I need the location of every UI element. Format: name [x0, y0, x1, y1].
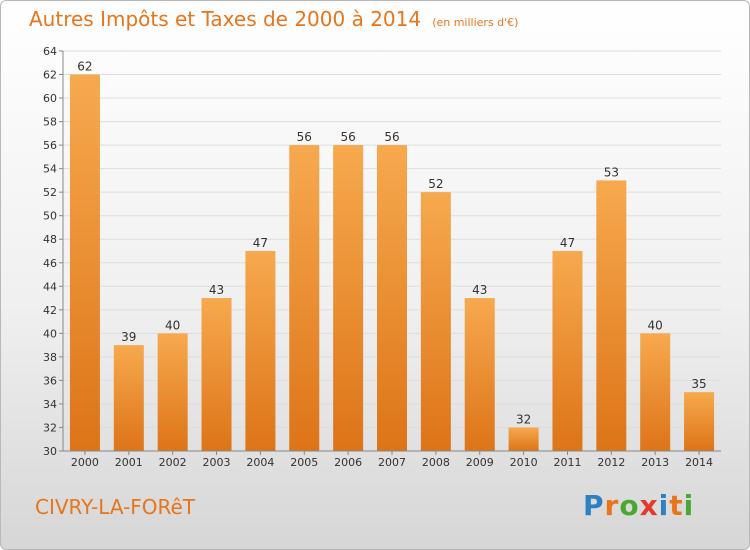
bar: [201, 298, 232, 451]
x-tick-label: 2004: [246, 456, 274, 469]
data-label: 56: [384, 130, 399, 144]
y-tick-label: 32: [43, 421, 57, 434]
y-tick-label: 44: [43, 280, 57, 293]
data-label: 47: [560, 236, 575, 250]
chart-subtitle: (en milliers d'€): [432, 16, 519, 29]
x-tick-label: 2001: [115, 456, 143, 469]
bar: [684, 392, 715, 451]
logo-letter: i: [658, 489, 670, 522]
bar: [464, 298, 495, 451]
proxiti-logo: Proxiti: [583, 489, 694, 522]
data-label: 40: [165, 318, 180, 332]
y-tick-label: 62: [43, 69, 57, 82]
data-label: 39: [121, 330, 136, 344]
y-tick-label: 54: [43, 163, 57, 176]
data-label: 43: [209, 283, 224, 297]
x-tick-label: 2009: [466, 456, 494, 469]
x-tick-label: 2013: [641, 456, 669, 469]
y-tick-label: 38: [43, 351, 57, 364]
y-tick-label: 42: [43, 304, 57, 317]
logo-letter: P: [583, 489, 605, 522]
y-tick-label: 34: [43, 398, 57, 411]
title-block: Autres Impôts et Taxes de 2000 à 2014 (e…: [29, 7, 518, 31]
bar: [640, 333, 671, 451]
data-label: 43: [472, 283, 487, 297]
y-tick-label: 36: [43, 374, 57, 387]
bars: [69, 74, 715, 452]
y-tick-label: 58: [43, 116, 57, 129]
data-label: 52: [428, 177, 443, 191]
value-labels: 62 39 40 43 47 56 56 56 52 43 32 47 53 40 35: [77, 60, 706, 427]
y-tick-label: 40: [43, 327, 57, 340]
bar: [157, 333, 188, 451]
data-label: 56: [340, 130, 355, 144]
y-tick-label: 52: [43, 186, 57, 199]
chart-title: Autres Impôts et Taxes de 2000 à 2014: [29, 7, 422, 31]
x-tick-label: 2007: [378, 456, 406, 469]
bar: [69, 74, 100, 451]
logo-letter: i: [683, 489, 695, 522]
y-tick-labels: 30 32 34 36 38 40 42 44 46 48 50 52 54 56 58 60 62 64: [43, 45, 57, 458]
logo-letter: o: [619, 489, 640, 522]
x-tick-label: 2000: [71, 456, 99, 469]
y-tick-label: 56: [43, 139, 57, 152]
x-tick-label: 2011: [553, 456, 581, 469]
x-tick-label: 2010: [510, 456, 538, 469]
x-tick-label: 2014: [685, 456, 713, 469]
data-label: 32: [516, 412, 531, 426]
bar: [245, 251, 276, 451]
axes: [62, 51, 721, 455]
data-label: 47: [253, 236, 268, 250]
logo-letter: x: [639, 489, 659, 522]
logo-letter: r: [604, 489, 620, 522]
y-tick-label: 48: [43, 233, 57, 246]
x-tick-label: 2006: [334, 456, 362, 469]
bar: [333, 145, 364, 451]
y-tick-label: 64: [43, 45, 57, 58]
bar: [420, 192, 451, 452]
data-label: 53: [604, 165, 619, 179]
bar: [596, 180, 627, 452]
x-tick-label: 2002: [159, 456, 187, 469]
bar: [552, 251, 583, 451]
bar: [508, 427, 539, 451]
y-tick-label: 46: [43, 257, 57, 270]
bar: [289, 145, 320, 451]
data-label: 35: [691, 377, 706, 391]
logo-letter: t: [669, 489, 684, 522]
x-tick-label: 2003: [203, 456, 231, 469]
y-tick-label: 60: [43, 92, 57, 105]
commune-name: CIVRY-LA-FORêT: [35, 495, 196, 519]
y-tick-label: 50: [43, 210, 57, 223]
data-label: 56: [297, 130, 312, 144]
y-tick-label: 30: [43, 445, 57, 458]
x-tick-label: 2012: [597, 456, 625, 469]
bar: [377, 145, 407, 451]
data-label: 40: [648, 318, 663, 332]
x-tick-label: 2008: [422, 456, 450, 469]
x-tick-labels: 2000 2001 2002 2003 2004 2005 2006 2007 2008 2009…: [71, 456, 713, 469]
data-label: 62: [77, 60, 92, 74]
x-tick-label: 2005: [290, 456, 318, 469]
bar: [113, 345, 144, 451]
